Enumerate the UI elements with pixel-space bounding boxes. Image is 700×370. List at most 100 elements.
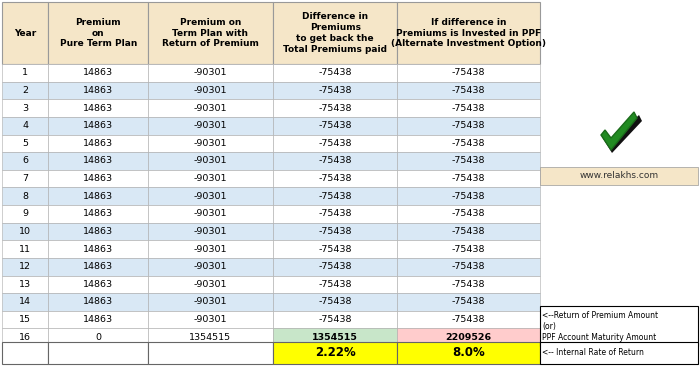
Bar	[148, 135, 273, 152]
Bar	[2, 135, 48, 152]
Text: -75438: -75438	[452, 315, 486, 324]
Bar	[2, 187, 48, 205]
Bar	[398, 82, 540, 99]
Text: -75438: -75438	[452, 86, 486, 95]
Bar	[148, 223, 273, 240]
Bar	[148, 82, 273, 99]
Bar	[148, 329, 273, 346]
Bar	[2, 293, 48, 311]
Text: -90301: -90301	[194, 315, 228, 324]
Bar	[148, 293, 273, 311]
Bar	[2, 276, 48, 293]
Bar	[148, 64, 273, 82]
Bar	[48, 223, 148, 240]
Bar	[273, 2, 398, 64]
Text: -75438: -75438	[452, 121, 486, 130]
Text: 5: 5	[22, 139, 28, 148]
Bar	[48, 2, 148, 64]
Text: -90301: -90301	[194, 121, 228, 130]
Bar	[273, 205, 398, 223]
Bar	[48, 329, 148, 346]
Bar	[540, 167, 698, 185]
Text: -75438: -75438	[452, 245, 486, 253]
Bar	[2, 240, 48, 258]
Text: <-- Internal Rate of Return: <-- Internal Rate of Return	[542, 348, 644, 357]
Bar	[148, 117, 273, 135]
Text: 14863: 14863	[83, 139, 113, 148]
Text: -90301: -90301	[194, 245, 228, 253]
Text: -75438: -75438	[318, 280, 352, 289]
Text: 3: 3	[22, 104, 28, 112]
Text: -75438: -75438	[318, 192, 352, 201]
Text: -75438: -75438	[452, 280, 486, 289]
Bar	[398, 276, 540, 293]
Bar	[148, 187, 273, 205]
Text: -75438: -75438	[318, 139, 352, 148]
Text: -75438: -75438	[318, 86, 352, 95]
Bar	[48, 205, 148, 223]
Text: -75438: -75438	[452, 104, 486, 112]
Bar	[2, 64, 48, 82]
Bar	[273, 82, 398, 99]
Bar	[398, 240, 540, 258]
Bar	[48, 240, 148, 258]
Bar	[48, 187, 148, 205]
Text: 14863: 14863	[83, 227, 113, 236]
Text: 1354515: 1354515	[312, 333, 358, 342]
Bar	[540, 306, 698, 346]
Bar	[48, 152, 148, 170]
Text: 4: 4	[22, 121, 28, 130]
Bar	[398, 170, 540, 187]
Bar	[398, 64, 540, 82]
Text: 14863: 14863	[83, 121, 113, 130]
Polygon shape	[601, 112, 637, 150]
Text: 6: 6	[22, 157, 28, 165]
Text: 2209526: 2209526	[446, 333, 492, 342]
Bar	[398, 311, 540, 329]
Text: -90301: -90301	[194, 104, 228, 112]
Bar	[273, 187, 398, 205]
Text: -75438: -75438	[318, 68, 352, 77]
Text: 9: 9	[22, 209, 28, 218]
Text: 1354515: 1354515	[190, 333, 232, 342]
Text: 12: 12	[19, 262, 32, 271]
Bar	[398, 205, 540, 223]
Text: 0: 0	[95, 333, 101, 342]
Bar	[148, 342, 273, 364]
Text: -90301: -90301	[194, 280, 228, 289]
Polygon shape	[602, 115, 642, 153]
Bar	[398, 258, 540, 276]
Text: -75438: -75438	[318, 297, 352, 306]
Bar	[273, 329, 398, 346]
Bar	[48, 135, 148, 152]
Bar	[48, 82, 148, 99]
Bar	[2, 152, 48, 170]
Text: www.relakhs.com: www.relakhs.com	[580, 172, 659, 181]
Text: 2.22%: 2.22%	[315, 346, 356, 359]
Bar	[273, 223, 398, 240]
Bar	[48, 342, 148, 364]
Text: -75438: -75438	[452, 297, 486, 306]
Bar	[273, 152, 398, 170]
Text: -75438: -75438	[318, 104, 352, 112]
Text: -75438: -75438	[318, 121, 352, 130]
Bar	[273, 342, 398, 364]
Bar	[148, 99, 273, 117]
Bar	[2, 223, 48, 240]
Bar	[273, 293, 398, 311]
Bar	[48, 258, 148, 276]
Bar	[273, 170, 398, 187]
Text: Premium on
Term Plan with
Return of Premium: Premium on Term Plan with Return of Prem…	[162, 18, 259, 48]
Text: 2: 2	[22, 86, 28, 95]
Bar	[2, 99, 48, 117]
Bar	[398, 99, 540, 117]
Text: -75438: -75438	[318, 174, 352, 183]
Text: -75438: -75438	[318, 245, 352, 253]
Text: <--Return of Premium Amount
(or)
PPF Account Maturity Amount: <--Return of Premium Amount (or) PPF Acc…	[542, 310, 658, 342]
Text: Difference in
Premiums
to get back the
Total Premiums paid: Difference in Premiums to get back the T…	[283, 12, 387, 54]
Text: 15: 15	[19, 315, 32, 324]
Text: -90301: -90301	[194, 157, 228, 165]
Text: -90301: -90301	[194, 209, 228, 218]
Text: 14863: 14863	[83, 104, 113, 112]
Bar	[273, 99, 398, 117]
